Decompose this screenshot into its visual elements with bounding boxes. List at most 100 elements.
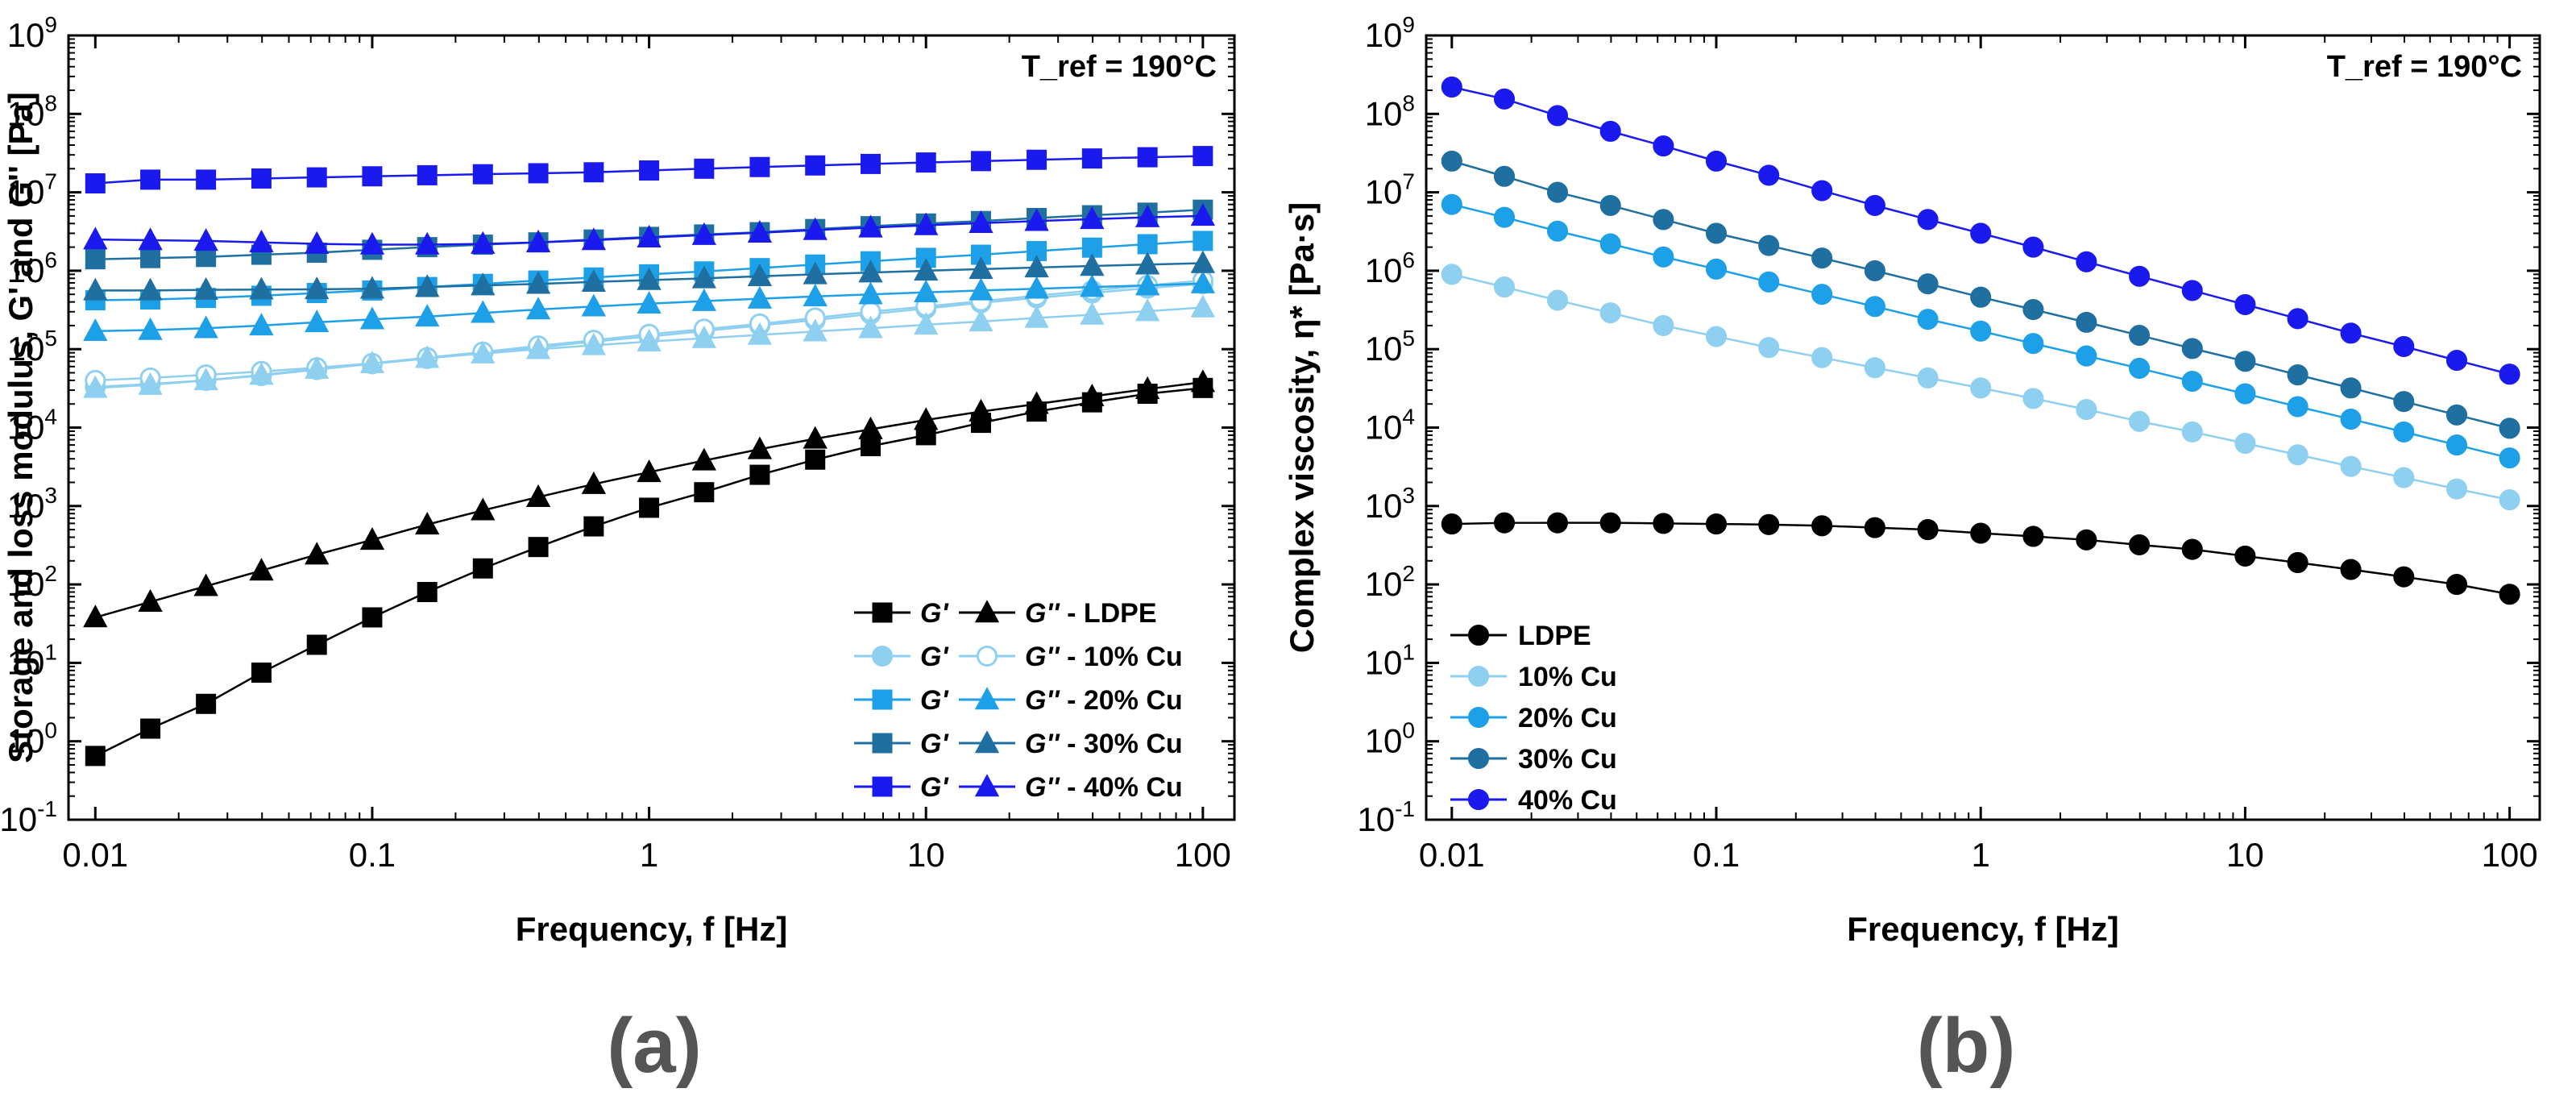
data-point bbox=[914, 312, 939, 335]
data-point bbox=[1080, 383, 1105, 407]
data-point bbox=[1599, 120, 1621, 142]
data-point bbox=[2129, 325, 2151, 347]
legend-label: 30% Cu bbox=[1518, 744, 1617, 775]
data-point bbox=[2022, 526, 2044, 547]
data-point bbox=[2499, 418, 2520, 439]
data-point bbox=[583, 516, 604, 537]
data-point bbox=[1024, 276, 1049, 299]
data-point bbox=[138, 372, 163, 395]
data-point bbox=[417, 582, 438, 603]
data-point bbox=[1190, 294, 1216, 318]
data-point bbox=[915, 152, 936, 173]
data-point bbox=[1024, 305, 1049, 328]
data-point bbox=[2445, 404, 2468, 426]
data-point bbox=[138, 588, 163, 612]
data-point bbox=[1080, 301, 1105, 325]
data-point bbox=[83, 375, 108, 398]
x-axis-title: Frequency, f [Hz] bbox=[1847, 910, 2119, 948]
y-tick-label: 107 bbox=[1365, 169, 1415, 211]
data-point bbox=[691, 265, 717, 289]
data-point bbox=[1441, 513, 1462, 535]
data-point bbox=[1864, 517, 1885, 538]
data-point bbox=[691, 325, 717, 348]
data-point bbox=[694, 158, 715, 179]
data-point bbox=[2393, 421, 2415, 442]
y-axis-title: Complex viscosity, η* [Pa·s] bbox=[1283, 202, 1321, 653]
data-point bbox=[969, 210, 993, 234]
data-point bbox=[2181, 421, 2203, 442]
data-point bbox=[362, 166, 383, 187]
data-point bbox=[2340, 377, 2362, 399]
data-point bbox=[1441, 76, 1462, 98]
data-point bbox=[305, 542, 330, 565]
y-tick-label: 100 bbox=[7, 718, 57, 760]
data-point bbox=[138, 227, 163, 251]
data-point bbox=[2129, 357, 2151, 380]
data-point bbox=[525, 271, 551, 294]
data-point bbox=[140, 718, 161, 739]
y-tick-label: 106 bbox=[1365, 247, 1415, 289]
tref-annotation: T_ref = 190°C bbox=[1022, 50, 1217, 84]
data-point bbox=[415, 304, 440, 327]
legend-label: G'' - 30% Cu bbox=[1025, 729, 1183, 759]
data-point bbox=[193, 368, 218, 391]
data-point bbox=[1193, 231, 1213, 251]
data-point bbox=[1970, 286, 1992, 308]
y-tick-label: 101 bbox=[7, 639, 57, 681]
data-point bbox=[471, 300, 496, 323]
data-point bbox=[1080, 206, 1105, 230]
data-point bbox=[83, 605, 108, 628]
data-point bbox=[749, 464, 770, 485]
data-point bbox=[85, 249, 106, 270]
x-axis-title: Frequency, f [Hz] bbox=[516, 910, 788, 948]
legend-marker bbox=[976, 645, 998, 667]
data-point bbox=[1441, 193, 1462, 215]
data-point bbox=[1080, 253, 1105, 276]
data-point bbox=[2445, 434, 2468, 456]
data-point bbox=[2499, 447, 2520, 469]
data-point bbox=[83, 277, 108, 301]
data-point bbox=[525, 484, 551, 507]
data-point bbox=[914, 258, 939, 281]
data-point bbox=[2287, 444, 2308, 466]
data-point bbox=[471, 497, 496, 521]
data-point bbox=[1441, 150, 1462, 172]
data-point bbox=[969, 256, 993, 280]
data-point bbox=[2499, 364, 2520, 385]
data-point bbox=[1705, 258, 1728, 280]
panel-b-complex-viscosity-chart: 0.01 0.1 1 10 100 10-1 100 101 102 103 104 105 106 10… bbox=[1283, 12, 2541, 1089]
data-point bbox=[2022, 236, 2044, 258]
data-point bbox=[1705, 326, 1728, 347]
data-point bbox=[1653, 246, 1674, 268]
data-point bbox=[1970, 377, 1992, 399]
data-point bbox=[305, 310, 330, 333]
legend-marker bbox=[1467, 747, 1490, 770]
legend-marker bbox=[872, 602, 893, 623]
data-point bbox=[858, 281, 883, 305]
y-tick-label: 102 bbox=[7, 561, 57, 603]
data-point bbox=[914, 407, 939, 430]
data-point bbox=[2340, 559, 2362, 580]
legend-marker bbox=[1467, 788, 1490, 811]
data-point bbox=[2076, 529, 2097, 550]
data-point bbox=[2393, 391, 2415, 413]
data-point bbox=[803, 318, 828, 342]
data-point bbox=[138, 317, 163, 340]
data-point bbox=[1917, 273, 1939, 295]
data-point bbox=[749, 156, 770, 177]
data-point bbox=[359, 231, 385, 255]
y-tick-label: 109 bbox=[1365, 12, 1415, 54]
data-point bbox=[2181, 370, 2203, 393]
data-point bbox=[2287, 551, 2308, 574]
x-tick-label: 1 bbox=[640, 836, 658, 874]
data-point bbox=[2181, 338, 2203, 359]
data-point bbox=[747, 263, 773, 287]
x-tick-label: 0.1 bbox=[349, 836, 396, 874]
data-point bbox=[2393, 335, 2415, 357]
data-point bbox=[1917, 209, 1939, 231]
data-point bbox=[528, 163, 549, 184]
legend-marker bbox=[871, 645, 894, 667]
data-point bbox=[691, 447, 717, 471]
y-tick-label: 104 bbox=[7, 405, 57, 447]
